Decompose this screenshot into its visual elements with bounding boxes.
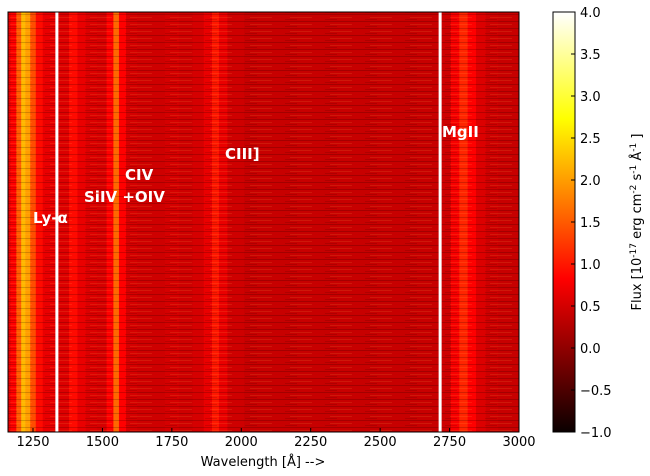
colorbar-tick-label: 1.0 xyxy=(580,258,601,273)
plot-frame xyxy=(7,11,520,433)
colorbar-label: Flux [10-17 erg cm-2 s-1 Å-1 ] xyxy=(629,133,645,310)
annotation: MgII xyxy=(442,123,479,141)
annotation: CIII] xyxy=(225,145,260,163)
colorbar-label-part: Flux [10 xyxy=(630,258,645,311)
annotation: SiIV +OIV xyxy=(84,188,165,206)
colorbar-label-part: ] xyxy=(630,133,645,142)
colorbar-tick-label: 3.5 xyxy=(580,48,601,63)
colorbar-tick-label: 1.5 xyxy=(580,216,601,231)
colorbar-label-part: Å xyxy=(629,152,645,165)
x-axis-label: Wavelength [Å] --> xyxy=(201,454,326,470)
x-tick-label: 1500 xyxy=(86,435,119,450)
colorbar-label-part: -17 xyxy=(629,243,639,258)
colorbar-label-part: -2 xyxy=(629,185,639,194)
x-tick-label: 2000 xyxy=(225,435,258,450)
x-tick-label: 2750 xyxy=(433,435,466,450)
colorbar-tick-label: 0.0 xyxy=(580,342,601,357)
colorbar-label-part: -1 xyxy=(629,165,639,174)
colorbar-tick-label: 3.0 xyxy=(580,90,601,105)
colorbar-tick-label: 2.0 xyxy=(580,174,601,189)
annotation: Ly-α xyxy=(33,209,68,227)
x-tick-label: 3000 xyxy=(502,435,535,450)
colorbar-tick-label: −1.0 xyxy=(580,426,612,441)
row-texture xyxy=(8,12,519,432)
x-tick-label: 2250 xyxy=(294,435,327,450)
colorbar-tick-label: 0.5 xyxy=(580,300,601,315)
colorbar-label-part: erg cm xyxy=(630,194,645,243)
x-tick-label: 1250 xyxy=(16,435,49,450)
colorbar-label-part: s xyxy=(630,173,645,184)
colorbar-tick-label: 2.5 xyxy=(580,132,601,147)
annotation: CIV xyxy=(125,166,154,184)
x-tick-label: 1750 xyxy=(155,435,188,450)
colorbar-label-part: -1 xyxy=(629,143,639,152)
overlay xyxy=(55,12,442,432)
colorbar-tick-label: 4.0 xyxy=(580,6,601,21)
x-tick-label: 2500 xyxy=(364,435,397,450)
colorbar-tick-label: −0.5 xyxy=(580,384,612,399)
